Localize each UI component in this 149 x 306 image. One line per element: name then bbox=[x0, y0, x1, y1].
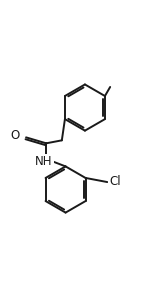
Text: O: O bbox=[10, 129, 20, 142]
Text: NH: NH bbox=[35, 155, 53, 168]
Text: Cl: Cl bbox=[110, 175, 121, 188]
